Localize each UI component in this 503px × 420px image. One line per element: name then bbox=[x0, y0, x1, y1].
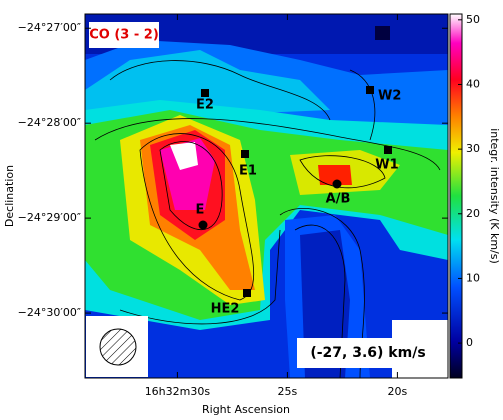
y-tick-label: −24°27′00″ bbox=[18, 21, 81, 34]
source-marker bbox=[384, 146, 392, 154]
y-tick-label: −24°28′00″ bbox=[18, 116, 81, 129]
y-tick-label: −24°29′00″ bbox=[18, 211, 81, 224]
y-tick-label: −24°30′00″ bbox=[18, 306, 81, 319]
colorbar-tick-label: 20 bbox=[466, 207, 480, 220]
plot-frame bbox=[84, 13, 449, 379]
x-tick-label: 25s bbox=[278, 385, 298, 398]
colorbar-tick-label: 30 bbox=[466, 142, 480, 155]
source-label: HE2 bbox=[211, 302, 240, 317]
annotation: (-27, 3.6) km/s bbox=[310, 345, 425, 361]
source-marker bbox=[332, 179, 342, 189]
source-marker bbox=[241, 150, 249, 158]
title-box bbox=[89, 22, 159, 48]
source-label: A/B bbox=[326, 192, 351, 207]
x-tick-label: 20s bbox=[388, 385, 408, 398]
colorbar bbox=[449, 13, 463, 379]
beam bbox=[99, 328, 137, 366]
source-label: E1 bbox=[239, 164, 257, 179]
source-marker bbox=[243, 289, 251, 297]
source-label: W2 bbox=[378, 89, 401, 104]
annotation-box bbox=[297, 338, 439, 368]
colorbar-tick-label: 50 bbox=[466, 13, 480, 26]
source-marker bbox=[366, 86, 374, 94]
source-label: E2 bbox=[196, 98, 214, 113]
source-label: W1 bbox=[375, 158, 398, 173]
x-tick-label: 16h32m30s bbox=[145, 385, 211, 398]
intensity-image bbox=[85, 14, 448, 378]
colorbar-tick-label: 10 bbox=[466, 271, 480, 284]
source-marker bbox=[198, 220, 208, 230]
colorbar-label: integr. intensity (K km/s) bbox=[488, 128, 501, 264]
source-marker bbox=[201, 89, 209, 97]
source-label: E bbox=[196, 203, 205, 218]
chart-title: CO (3 - 2) bbox=[89, 28, 159, 43]
colorbar-tick-label: 0 bbox=[466, 336, 473, 349]
colorbar-tick-label: 40 bbox=[466, 77, 480, 90]
x-axis-label: Right Ascension bbox=[202, 403, 290, 416]
y-axis-label: Declination bbox=[3, 165, 16, 227]
